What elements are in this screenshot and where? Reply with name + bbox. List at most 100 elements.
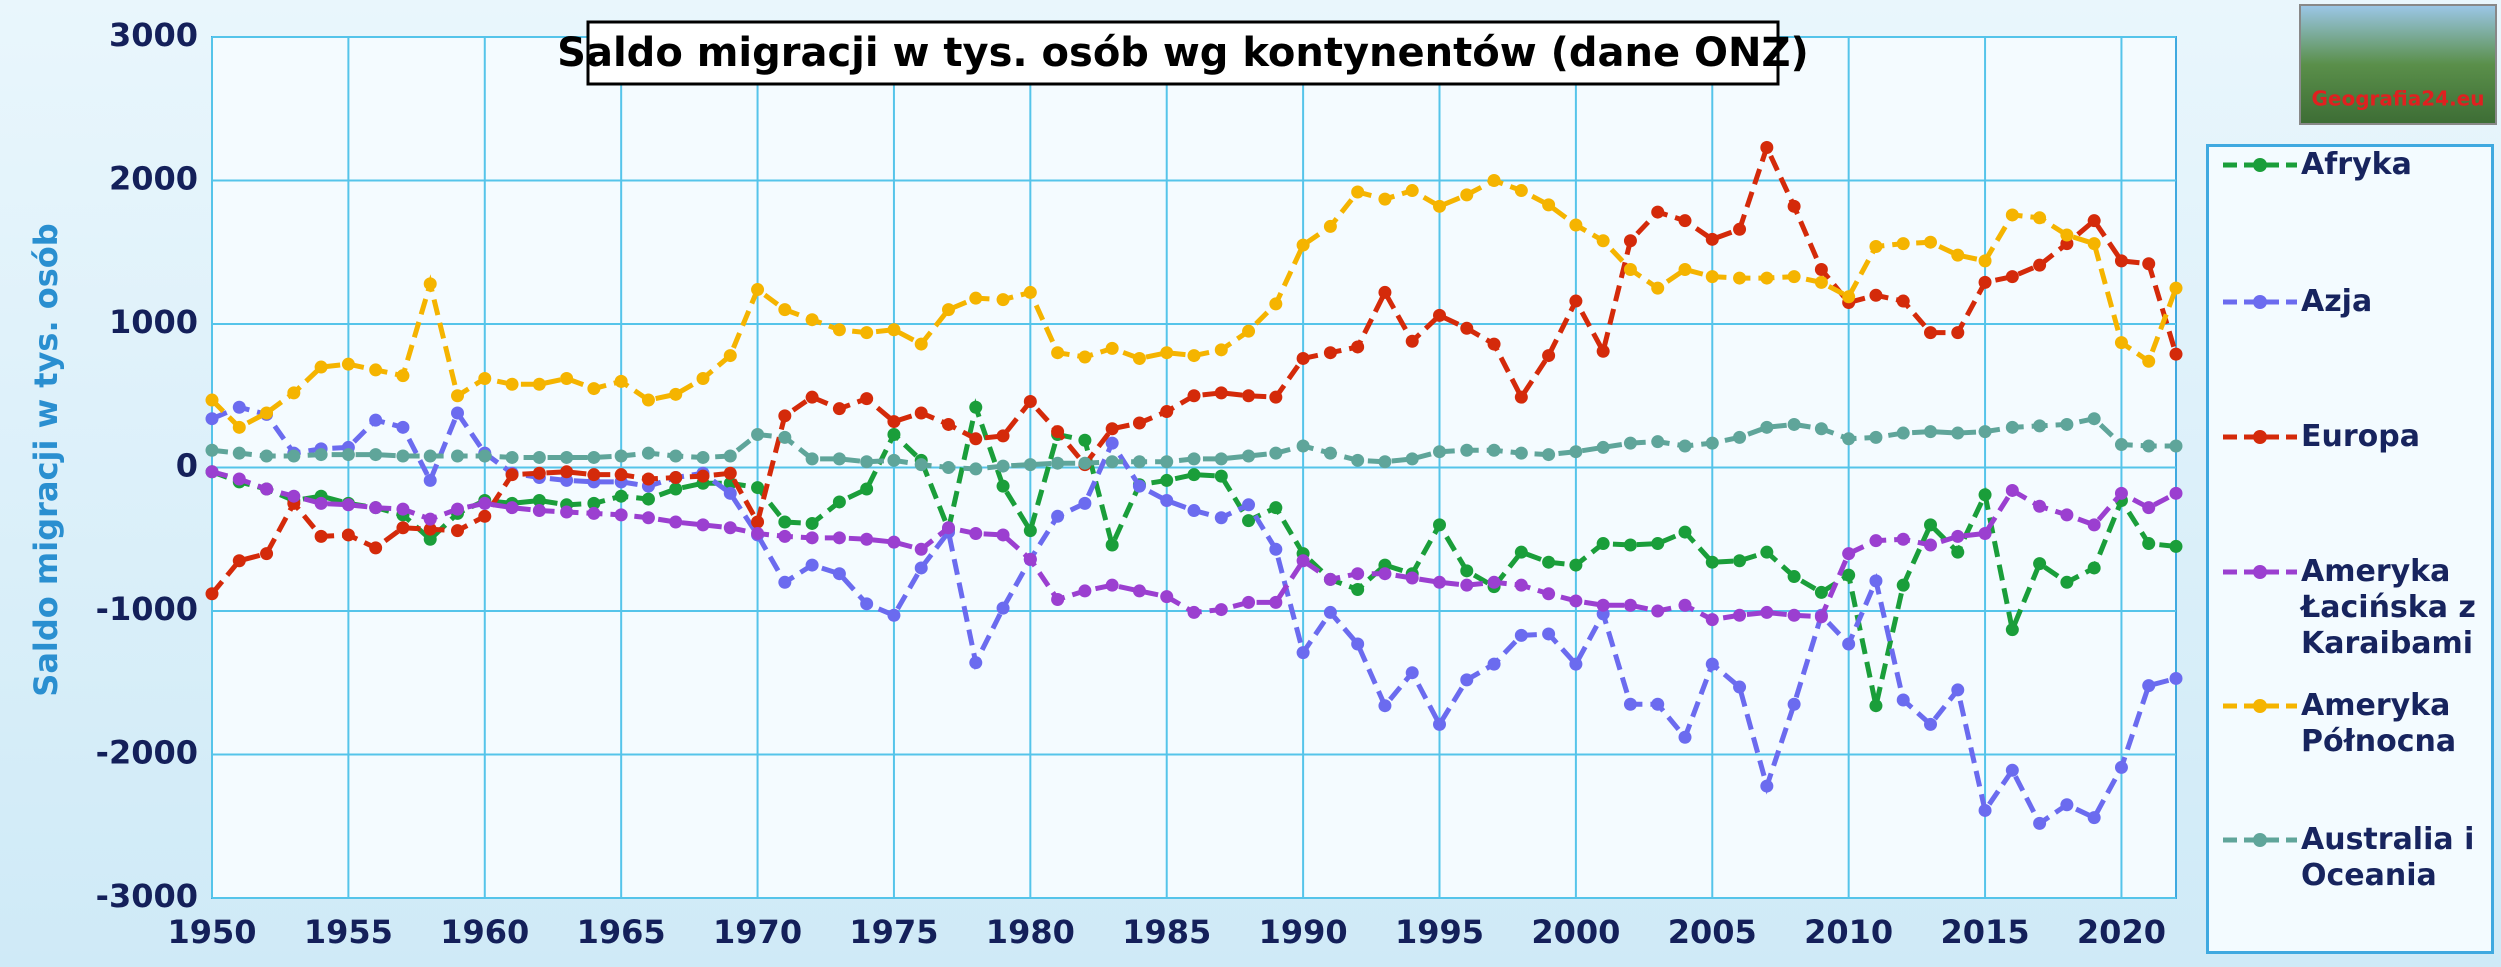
data-point: [1569, 218, 1582, 231]
data-point: [1542, 448, 1555, 461]
data-point: [1106, 538, 1119, 551]
data-point: [1133, 352, 1146, 365]
data-point: [1269, 501, 1282, 514]
data-point: [1924, 518, 1937, 531]
data-point: [2142, 501, 2155, 514]
data-point: [1897, 427, 1910, 440]
data-point: [1215, 386, 1228, 399]
data-point: [778, 431, 791, 444]
y-tick-label: 2000: [109, 160, 198, 198]
data-point: [533, 504, 546, 517]
x-tick-label: 2010: [1804, 913, 1893, 951]
data-point: [1297, 554, 1310, 567]
data-point: [1979, 254, 1992, 267]
data-point: [1842, 569, 1855, 582]
y-tick-label: 1000: [109, 303, 198, 341]
data-point: [887, 454, 900, 467]
data-point: [833, 402, 846, 415]
data-point: [478, 497, 491, 510]
x-tick-label: 1995: [1395, 913, 1484, 951]
data-point: [1979, 804, 1992, 817]
data-point: [669, 516, 682, 529]
data-point: [942, 303, 955, 316]
data-point: [1760, 421, 1773, 434]
data-point: [860, 392, 873, 405]
legend-marker: [2219, 822, 2301, 858]
data-point: [1269, 543, 1282, 556]
legend-dot: [2253, 295, 2267, 309]
data-point: [1106, 342, 1119, 355]
data-point: [1351, 583, 1364, 596]
data-point: [1324, 346, 1337, 359]
data-point: [1051, 425, 1064, 438]
data-point: [1078, 434, 1091, 447]
data-point: [1869, 431, 1882, 444]
data-point: [1297, 352, 1310, 365]
data-point: [642, 472, 655, 485]
x-tick-label: 2020: [2077, 913, 2166, 951]
data-point: [860, 455, 873, 468]
data-point: [1815, 586, 1828, 599]
data-point: [1515, 184, 1528, 197]
data-point: [997, 602, 1010, 615]
data-point: [1024, 286, 1037, 299]
x-tick-label: 1950: [167, 913, 256, 951]
data-point: [2060, 418, 2073, 431]
data-point: [806, 559, 819, 572]
data-point: [942, 521, 955, 534]
y-axis-label: Saldo migracji w tys. osób: [27, 223, 65, 696]
data-point: [2115, 761, 2128, 774]
data-point: [506, 501, 519, 514]
data-point: [396, 421, 409, 434]
data-point: [669, 388, 682, 401]
data-point: [2033, 500, 2046, 513]
data-point: [969, 527, 982, 540]
data-point: [1569, 295, 1582, 308]
data-point: [1297, 439, 1310, 452]
data-point: [806, 313, 819, 326]
data-point: [396, 521, 409, 534]
data-point: [1651, 282, 1664, 295]
data-point: [887, 536, 900, 549]
data-point: [860, 326, 873, 339]
x-tick-label: 1970: [713, 913, 802, 951]
data-point: [2033, 817, 2046, 830]
data-point: [1433, 200, 1446, 213]
legend-marker: [2219, 419, 2301, 455]
data-point: [1679, 214, 1692, 227]
data-point: [1324, 573, 1337, 586]
data-point: [806, 391, 819, 404]
data-point: [560, 372, 573, 385]
data-point: [1651, 537, 1664, 550]
data-point: [533, 467, 546, 480]
data-point: [2060, 798, 2073, 811]
data-point: [1215, 452, 1228, 465]
data-point: [969, 401, 982, 414]
data-point: [1842, 547, 1855, 560]
data-point: [751, 527, 764, 540]
data-point: [1679, 263, 1692, 276]
data-point: [260, 406, 273, 419]
data-point: [506, 451, 519, 464]
data-point: [1351, 185, 1364, 198]
data-point: [1733, 554, 1746, 567]
data-point: [1897, 237, 1910, 250]
data-point: [206, 394, 219, 407]
data-point: [1133, 480, 1146, 493]
data-point: [1788, 418, 1801, 431]
data-point: [369, 363, 382, 376]
data-point: [1624, 263, 1637, 276]
data-point: [2088, 518, 2101, 531]
data-point: [1788, 570, 1801, 583]
data-point: [1324, 606, 1337, 619]
x-tick-label: 2005: [1668, 913, 1757, 951]
data-point: [2060, 229, 2073, 242]
data-point: [1324, 220, 1337, 233]
data-point: [1133, 584, 1146, 597]
data-point: [724, 521, 737, 534]
data-point: [969, 292, 982, 305]
data-point: [915, 458, 928, 471]
data-point: [1651, 206, 1664, 219]
data-point: [1078, 457, 1091, 470]
data-point: [860, 533, 873, 546]
